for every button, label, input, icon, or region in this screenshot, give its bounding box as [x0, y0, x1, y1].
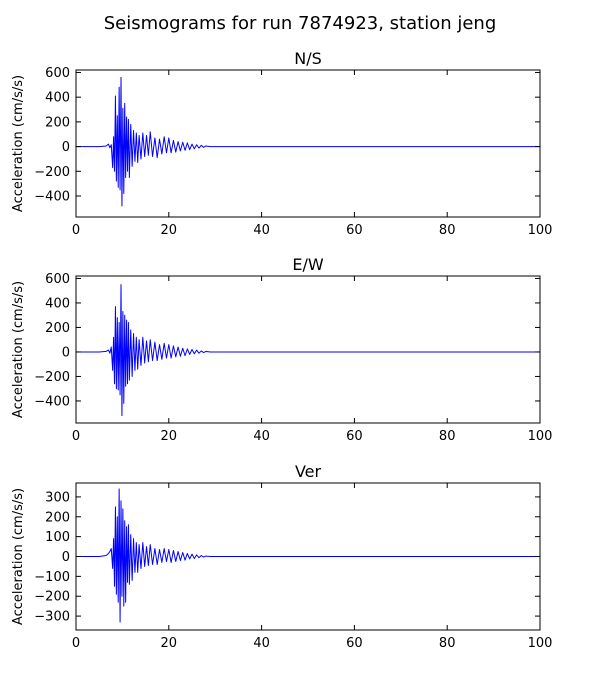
trace-line-ns — [76, 76, 540, 207]
y-tick-label: −200 — [34, 165, 70, 180]
x-tick-label: 60 — [346, 636, 363, 651]
y-tick-label: 200 — [45, 321, 70, 336]
y-tick-label: −400 — [34, 190, 70, 205]
y-tick-label: −300 — [34, 610, 70, 625]
trace-line-ew — [76, 284, 540, 417]
panel-ew: 0 20 40 60 80 100 −400 −200 0 200 400 600 E/W Acceler… — [11, 255, 552, 444]
y-tick-label: −100 — [34, 570, 70, 585]
x-tick-label: 100 — [528, 429, 553, 444]
x-tick-label: 60 — [346, 223, 363, 238]
x-tick-label: 0 — [72, 429, 80, 444]
x-tick-label: 20 — [161, 223, 178, 238]
y-axis-label-ew: Acceleration (cm/s/s) — [11, 281, 26, 418]
axes-frame-ns — [75, 69, 541, 218]
y-tick-label: 400 — [45, 91, 70, 106]
panel-title-ew: E/W — [292, 255, 324, 274]
x-tick-label: 0 — [72, 636, 80, 651]
y-tick-label: −200 — [34, 370, 70, 385]
x-tick-label: 60 — [346, 429, 363, 444]
y-tick-label: 100 — [45, 530, 70, 545]
x-tick-label: 40 — [253, 429, 270, 444]
figure-title: Seismograms for run 7874923, station jen… — [104, 13, 497, 34]
y-tick-label: 600 — [45, 272, 70, 287]
x-tick-label: 20 — [161, 429, 178, 444]
y-tick-label: 0 — [62, 345, 70, 360]
y-tick-label: 600 — [45, 66, 70, 81]
y-tick-label: 200 — [45, 510, 70, 525]
x-tick-label: 80 — [439, 223, 456, 238]
y-axis-label-ver: Acceleration (cm/s/s) — [11, 488, 26, 625]
trace-line-ver — [76, 488, 540, 623]
y-tick-label: 0 — [62, 140, 70, 155]
x-tick-label: 100 — [528, 223, 553, 238]
x-tick-label: 0 — [72, 223, 80, 238]
y-tick-label: 0 — [62, 550, 70, 565]
x-tick-label: 40 — [253, 636, 270, 651]
x-tick-label: 40 — [253, 223, 270, 238]
y-tick-label: −200 — [34, 590, 70, 605]
x-tick-label: 80 — [439, 429, 456, 444]
y-tick-label: −400 — [34, 394, 70, 409]
y-tick-label: 400 — [45, 296, 70, 311]
x-tick-label: 80 — [439, 636, 456, 651]
panel-ns: 0 20 40 60 80 100 −400 −200 0 200 400 600 N/S Acceler… — [11, 49, 552, 238]
x-tick-label: 20 — [161, 636, 178, 651]
y-tick-label: 200 — [45, 115, 70, 130]
panel-title-ns: N/S — [294, 49, 322, 68]
axes-frame-ew — [75, 275, 541, 424]
y-axis-label-ns: Acceleration (cm/s/s) — [11, 75, 26, 212]
x-tick-label: 100 — [528, 636, 553, 651]
panel-title-ver: Ver — [295, 462, 322, 481]
y-tick-label: 300 — [45, 490, 70, 505]
panel-ver: 0 20 40 60 80 100 −300 −200 −100 0 100 200 300 Ver Acc… — [11, 462, 552, 651]
